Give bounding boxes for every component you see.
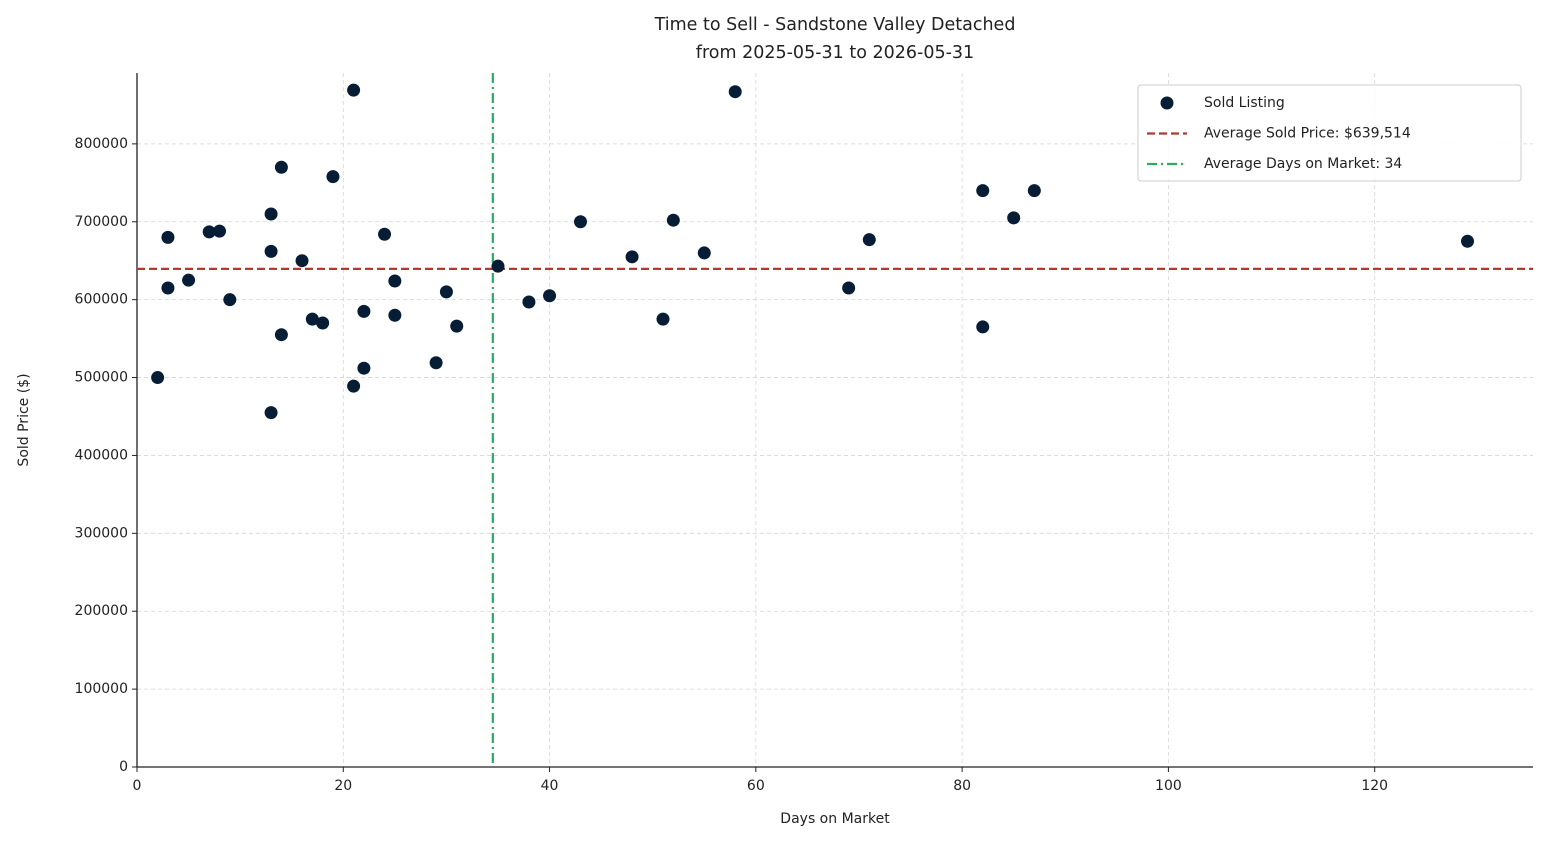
point [182, 273, 196, 287]
x-tick-label: 20 [334, 778, 352, 794]
chart-subtitle: from 2025-05-31 to 2026-05-31 [696, 43, 974, 63]
legend-box [1137, 84, 1522, 182]
point [316, 316, 330, 330]
point [213, 224, 227, 238]
point [202, 225, 216, 239]
y-tick-label: 300000 [75, 525, 128, 541]
point [274, 328, 288, 342]
y-axis-label: Sold Price ($) [16, 373, 32, 466]
legend-label: Average Sold Price: $639,514 [1204, 126, 1411, 142]
point [388, 308, 402, 322]
x-tick-label: 80 [953, 778, 971, 794]
point [326, 170, 340, 184]
x-tick-label: 40 [541, 778, 559, 794]
y-tick-label: 700000 [75, 214, 128, 230]
point [728, 85, 742, 99]
point [976, 184, 990, 198]
point [264, 207, 278, 221]
point [429, 356, 443, 370]
x-tick-label: 120 [1361, 778, 1388, 794]
point [522, 295, 536, 309]
y-tick-label: 500000 [75, 370, 128, 386]
y-tick-label: 600000 [75, 292, 128, 308]
point [697, 246, 711, 260]
y-tick-label: 100000 [75, 681, 128, 697]
point [976, 320, 990, 334]
y-tick-label: 0 [119, 759, 128, 775]
point [274, 160, 288, 174]
point [491, 259, 505, 273]
point [264, 406, 278, 420]
point [656, 312, 670, 326]
y-tick-label: 800000 [75, 136, 128, 152]
point [357, 361, 371, 375]
legend-label: Average Days on Market: 34 [1204, 156, 1402, 172]
point [1027, 184, 1041, 198]
point [295, 254, 309, 268]
point [1007, 211, 1021, 225]
chart-title: Time to Sell - Sandstone Valley Detached [654, 15, 1016, 35]
point [543, 289, 557, 303]
point [439, 285, 453, 299]
x-tick-label: 60 [747, 778, 765, 794]
legend-label: Sold Listing [1204, 95, 1285, 111]
point [625, 250, 639, 264]
x-axis-label: Days on Market [780, 811, 890, 827]
x-tick-label: 100 [1155, 778, 1182, 794]
y-tick-label: 200000 [75, 603, 128, 619]
point [347, 83, 361, 97]
point [161, 230, 175, 244]
point [347, 379, 361, 393]
point [842, 281, 856, 295]
point [305, 312, 319, 326]
point [666, 213, 680, 227]
point [450, 319, 464, 333]
point [1461, 234, 1475, 248]
point [264, 244, 278, 258]
point [574, 215, 588, 229]
y-tick-label: 400000 [75, 447, 128, 463]
point [357, 304, 371, 318]
point [378, 227, 392, 241]
point [862, 233, 876, 247]
x-tick-label: 0 [133, 778, 142, 794]
point [223, 293, 237, 307]
legend-marker [1160, 96, 1174, 110]
point [161, 281, 175, 295]
point [151, 371, 165, 385]
point [388, 274, 402, 288]
